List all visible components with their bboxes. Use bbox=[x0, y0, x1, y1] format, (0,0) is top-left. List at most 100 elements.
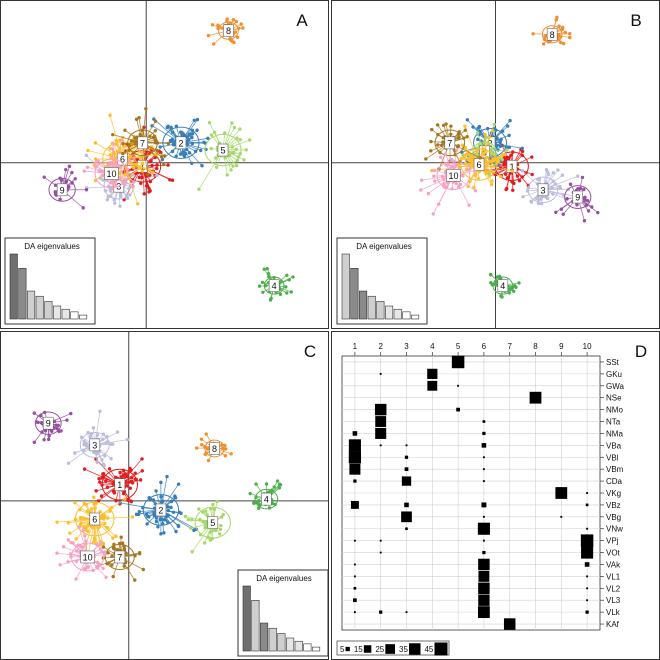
data-point bbox=[484, 135, 488, 140]
data-point bbox=[66, 185, 71, 190]
count-square bbox=[585, 610, 589, 614]
data-point bbox=[463, 124, 467, 128]
cluster-ellipse bbox=[204, 133, 242, 167]
data-point bbox=[150, 163, 154, 168]
data-point bbox=[114, 138, 118, 143]
cluster-star-segment bbox=[464, 126, 480, 165]
data-point bbox=[94, 489, 98, 493]
data-point bbox=[287, 278, 291, 282]
data-point bbox=[64, 167, 68, 172]
data-point bbox=[204, 432, 208, 436]
data-point bbox=[198, 517, 202, 522]
cluster-ellipse bbox=[434, 129, 466, 157]
row-label: SSt bbox=[606, 358, 620, 367]
data-point bbox=[207, 120, 212, 125]
cluster-label-box bbox=[497, 279, 509, 292]
data-point bbox=[161, 518, 165, 522]
data-point bbox=[104, 575, 108, 579]
data-point bbox=[441, 140, 445, 144]
legend-label: 5 bbox=[340, 645, 345, 654]
data-point bbox=[432, 179, 437, 183]
data-point bbox=[211, 502, 215, 507]
data-point bbox=[492, 163, 496, 168]
data-point bbox=[111, 489, 116, 494]
data-point bbox=[119, 194, 123, 199]
row-label: CDa bbox=[606, 477, 623, 486]
column-label: 4 bbox=[430, 342, 435, 351]
data-point bbox=[58, 563, 62, 567]
data-point bbox=[147, 495, 151, 500]
data-point bbox=[121, 491, 126, 496]
eigenvalue-bar bbox=[402, 311, 411, 320]
data-point bbox=[212, 130, 217, 135]
data-point bbox=[159, 500, 164, 504]
data-point bbox=[168, 178, 172, 182]
data-point bbox=[137, 175, 142, 180]
eigenvalue-bar bbox=[260, 622, 269, 652]
count-square bbox=[375, 416, 387, 427]
data-point bbox=[101, 173, 105, 177]
data-point bbox=[551, 171, 555, 175]
column-label: 6 bbox=[482, 342, 487, 351]
count-square bbox=[482, 431, 486, 436]
row-label: VOt bbox=[606, 549, 621, 558]
data-point bbox=[211, 42, 216, 46]
data-point bbox=[132, 180, 136, 184]
eigenvalue-bar bbox=[393, 308, 402, 320]
data-point bbox=[74, 559, 79, 564]
data-point bbox=[110, 147, 115, 151]
cluster-label-box bbox=[175, 136, 187, 150]
data-point bbox=[444, 122, 448, 126]
data-point bbox=[111, 574, 115, 579]
cluster-ellipse bbox=[94, 158, 129, 189]
data-point bbox=[463, 128, 468, 132]
data-point bbox=[467, 153, 471, 157]
data-point bbox=[433, 168, 437, 173]
data-point bbox=[99, 169, 103, 174]
count-square bbox=[478, 594, 490, 606]
count-square bbox=[529, 391, 542, 404]
cluster-label: 3 bbox=[92, 440, 97, 450]
data-point bbox=[483, 158, 488, 162]
data-point bbox=[541, 42, 546, 46]
cluster-label: 9 bbox=[60, 185, 65, 195]
data-point bbox=[429, 149, 433, 153]
data-point bbox=[187, 132, 192, 136]
count-square bbox=[353, 563, 356, 566]
data-point bbox=[483, 150, 488, 155]
data-point bbox=[200, 164, 204, 168]
data-point bbox=[133, 471, 137, 475]
data-point bbox=[124, 483, 129, 488]
data-point bbox=[465, 135, 469, 139]
data-point bbox=[483, 132, 487, 137]
data-point bbox=[489, 182, 494, 187]
data-point bbox=[485, 170, 489, 174]
data-point bbox=[74, 577, 78, 581]
legend-square bbox=[363, 645, 372, 653]
count-square bbox=[555, 487, 568, 499]
row-label: VBl bbox=[606, 453, 619, 462]
data-point bbox=[242, 158, 246, 162]
data-point bbox=[472, 185, 476, 190]
data-point bbox=[512, 289, 516, 293]
data-point bbox=[66, 538, 70, 542]
data-point bbox=[69, 540, 73, 545]
data-point bbox=[84, 188, 89, 192]
data-point bbox=[466, 163, 471, 168]
data-point bbox=[81, 528, 86, 532]
column-label: 1 bbox=[353, 342, 358, 351]
row-label: NTa bbox=[606, 418, 621, 427]
cluster-star-segment bbox=[478, 164, 513, 172]
cluster-label: 8 bbox=[226, 26, 231, 36]
data-point bbox=[503, 158, 507, 162]
eigenvalue-bar bbox=[359, 290, 368, 320]
count-square bbox=[405, 611, 408, 614]
data-point bbox=[489, 280, 493, 285]
data-point bbox=[127, 186, 131, 191]
data-point bbox=[218, 527, 223, 532]
data-point bbox=[449, 158, 454, 162]
data-point bbox=[590, 205, 594, 209]
column-label: 8 bbox=[533, 342, 538, 351]
data-point bbox=[238, 127, 242, 131]
data-point bbox=[134, 162, 139, 167]
